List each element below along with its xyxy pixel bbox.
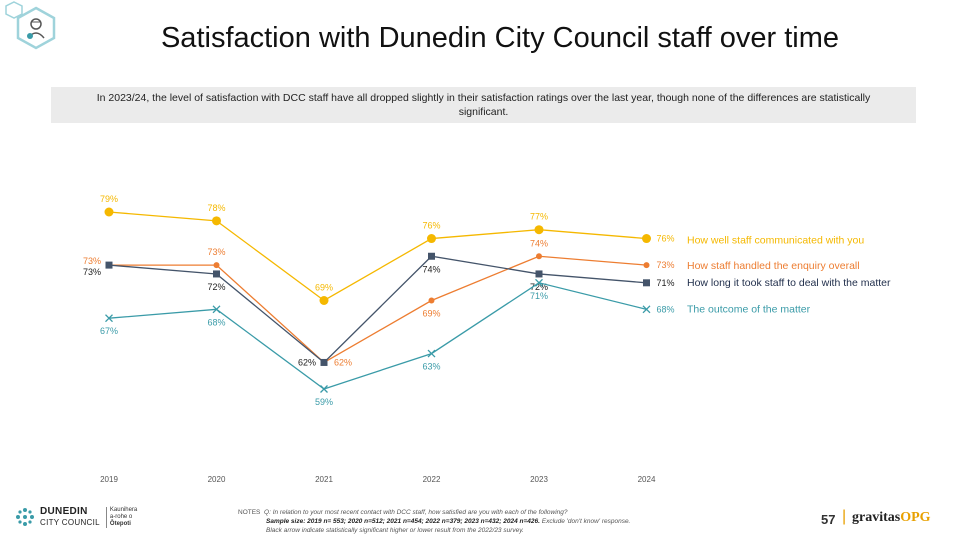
dcc-maori-line1: Kaunihera: [109, 506, 138, 513]
x-tick-label: 2023: [530, 475, 548, 484]
data-point: [534, 225, 544, 235]
data-point: [643, 262, 650, 269]
page-title: Satisfaction with Dunedin City Council s…: [160, 22, 840, 54]
hexagon-logo-icon: [5, 1, 56, 50]
legend-label: How staff handled the enquiry overall: [687, 260, 860, 272]
data-point: [642, 234, 651, 244]
data-point: [642, 305, 651, 314]
data-label: 73%: [207, 247, 225, 257]
dcc-logo: DUNEDIN CITY COUNCIL Kaunihera a-rohe o …: [14, 506, 137, 528]
notes-sample-size: Sample size: 2019 n= 553; 2020 n=512; 20…: [266, 518, 540, 525]
data-label: 67%: [100, 326, 118, 336]
data-point: [105, 261, 113, 269]
data-label: 74%: [530, 238, 548, 248]
dcc-emblem-icon: [16, 508, 34, 526]
data-point: [643, 279, 650, 287]
data-point: [535, 270, 543, 278]
data-point: [104, 207, 114, 217]
data-point: [319, 296, 329, 305]
notes-label: NOTES: [238, 509, 261, 516]
data-point: [212, 216, 221, 226]
dcc-maori-line2: a-rohe o: [109, 513, 133, 520]
data-label: 59%: [315, 397, 333, 407]
data-point: [428, 252, 435, 260]
dcc-name: DUNEDIN CITY COUNCIL: [40, 506, 100, 528]
data-label: 71%: [530, 291, 548, 301]
data-label: 62%: [298, 357, 316, 367]
series-line: [108, 255, 647, 364]
data-label: 78%: [207, 203, 225, 213]
data-label: 72%: [530, 282, 548, 292]
legend-label: How long it took staff to deal with the …: [687, 277, 891, 289]
series-line: [108, 211, 647, 302]
brand-suffix: OPG: [900, 510, 931, 525]
data-point: [320, 358, 328, 366]
data-point: [536, 253, 542, 260]
data-point: [213, 262, 220, 269]
data-point: [427, 349, 436, 358]
data-label: 76%: [422, 221, 440, 231]
legend-label: The outcome of the matter: [687, 303, 811, 315]
footnotes: NOTES Q: In relation to your most recent…: [238, 508, 698, 535]
footer-separator: |: [842, 508, 847, 525]
series-line: [108, 282, 647, 390]
data-point: [213, 270, 220, 278]
dcc-maori-line3: Ōtepoti: [109, 520, 131, 527]
legend-label: How well staff communicated with you: [687, 235, 864, 247]
data-label: 73%: [83, 256, 101, 266]
gravitas-logo: gravitasOPG: [852, 510, 931, 526]
x-tick-label: 2024: [638, 475, 656, 484]
summary-text: In 2023/24, the level of satisfaction wi…: [96, 92, 871, 118]
data-label: 76%: [657, 234, 675, 244]
data-label: 68%: [657, 304, 675, 314]
page-number: 57: [821, 512, 836, 527]
summary-banner: In 2023/24, the level of satisfaction wi…: [51, 87, 916, 123]
x-tick-label: 2019: [100, 475, 118, 484]
data-label: 73%: [657, 260, 675, 270]
data-point: [428, 297, 435, 304]
notes-arrow: Black arrow indicate statistically signi…: [266, 527, 524, 534]
brand-name: gravitas: [852, 510, 901, 525]
data-label: 79%: [100, 194, 118, 204]
data-label: 77%: [530, 212, 548, 222]
dcc-maori-name: Kaunihera a-rohe o Ōtepoti: [105, 506, 138, 528]
notes-question: Q: In relation to your most recent conta…: [264, 509, 568, 516]
data-point: [212, 305, 221, 314]
dcc-name-line1: DUNEDIN: [40, 506, 88, 517]
data-label: 72%: [207, 282, 225, 292]
data-point: [320, 385, 328, 393]
data-point: [535, 278, 543, 287]
x-tick-label: 2022: [423, 475, 441, 484]
series-line: [109, 255, 647, 364]
dcc-name-line2: CITY COUNCIL: [40, 518, 100, 527]
x-tick-label: 2021: [315, 475, 333, 484]
data-label: 71%: [657, 278, 675, 288]
data-label: 73%: [83, 267, 101, 277]
data-label: 69%: [422, 309, 440, 319]
data-label: 74%: [422, 264, 440, 274]
data-label: 68%: [207, 317, 225, 327]
data-label: 62%: [334, 357, 352, 367]
data-point: [427, 234, 436, 244]
data-point: [105, 314, 113, 323]
x-tick-label: 2020: [208, 475, 226, 484]
data-label: 69%: [315, 283, 333, 293]
notes-exclude: Exclude 'don't know' response.: [539, 518, 631, 525]
data-label: 63%: [422, 362, 440, 372]
